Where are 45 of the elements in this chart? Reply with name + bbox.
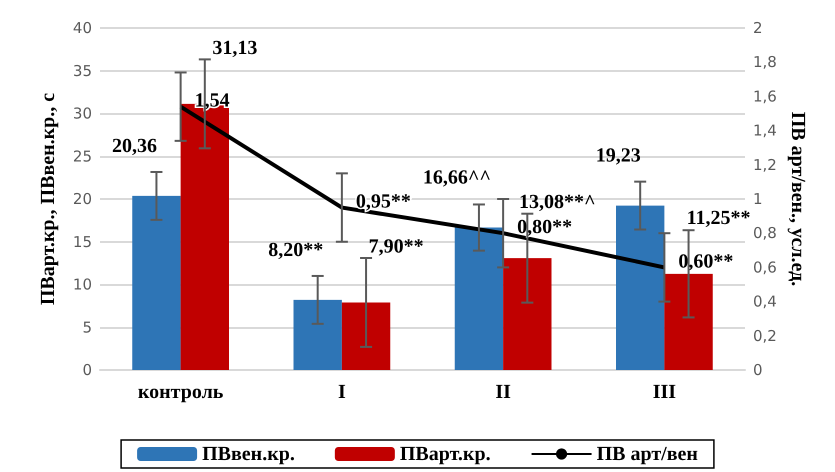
x-tick-label: III xyxy=(652,381,676,403)
bar xyxy=(616,206,664,370)
data-label: 16,66^^ xyxy=(422,166,492,189)
y2-tick-label: 0 xyxy=(753,361,763,379)
y2-tick-label: 1 xyxy=(753,190,763,208)
legend-label: ПВ арт/вен xyxy=(596,443,698,465)
y2-tick-label: 1,2 xyxy=(753,156,777,174)
y-tick-label: 0 xyxy=(82,361,92,379)
data-label: 20,36 xyxy=(112,134,157,157)
data-label: 13,08**^ xyxy=(519,191,596,214)
x-tick-label: I xyxy=(338,381,346,403)
y-tick-label: 40 xyxy=(72,19,92,37)
bar xyxy=(132,196,181,370)
bar xyxy=(503,258,552,370)
y-axis-title: ПВарт.кр., ПВвен.кр., с xyxy=(37,92,59,306)
legend-label: ПВвен.кр. xyxy=(202,443,295,465)
y-tick-label: 15 xyxy=(72,232,92,251)
y2-axis-title: ПВ арт/вен., усл.ед. xyxy=(786,112,809,286)
y-tick-label: 25 xyxy=(72,147,92,166)
y-tick-label: 20 xyxy=(72,190,92,208)
y2-tick-label: 0,2 xyxy=(753,326,777,345)
y-tick-label: 35 xyxy=(72,62,92,80)
y2-tick-label: 1,6 xyxy=(753,87,777,106)
data-label: 19,23 xyxy=(596,144,641,167)
data-label: 11,25** xyxy=(686,206,751,229)
y-tick-label: 10 xyxy=(72,276,92,294)
data-label: 0,95** xyxy=(356,190,411,213)
y2-tick-label: 1,8 xyxy=(753,53,777,72)
y2-tick-label: 0,4 xyxy=(753,292,777,311)
x-tick-label: контроль xyxy=(138,381,224,403)
y2-tick-label: 0,6 xyxy=(753,258,777,276)
bar xyxy=(294,300,342,370)
y2-tick-label: 0,8 xyxy=(753,224,777,242)
bar xyxy=(342,302,390,370)
data-label: 7,90** xyxy=(368,235,424,258)
y-tick-label: 30 xyxy=(72,104,92,122)
data-label: 8,20** xyxy=(268,238,324,261)
y-tick-label: 5 xyxy=(82,318,92,336)
bar xyxy=(664,274,713,370)
x-tick-label: II xyxy=(495,381,512,403)
y2-tick-label: 1,4 xyxy=(753,122,777,140)
legend-label: ПВарт.кр. xyxy=(400,443,491,465)
y2-tick-label: 2 xyxy=(753,19,763,37)
bar xyxy=(454,228,504,370)
data-label: 31,13 xyxy=(212,36,258,59)
